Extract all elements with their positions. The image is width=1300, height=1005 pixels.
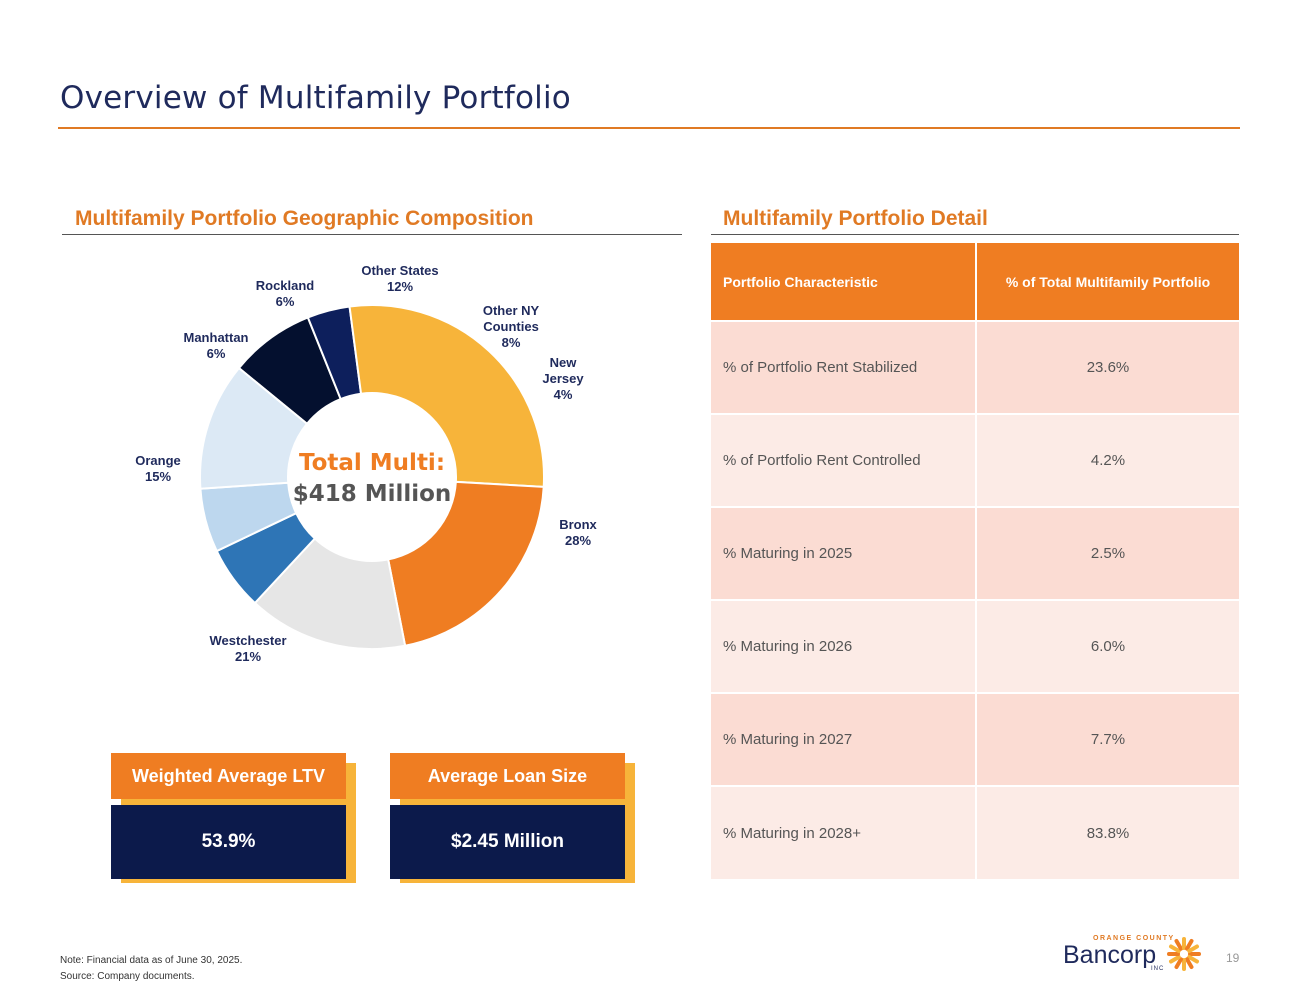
page-number: 19: [1226, 951, 1240, 965]
row-value: 2.5%: [976, 506, 1239, 600]
row-value: 7.7%: [976, 692, 1239, 786]
footnote-source: Source: Company documents.: [60, 971, 195, 982]
geographic-donut-chart: Other NY Counties 8%New Jersey 4% Bronx 28% Wes…: [135, 263, 597, 664]
row-label: % Maturing in 2025: [711, 506, 977, 600]
logo-small-text: ORANGE COUNTY: [1093, 935, 1175, 942]
donut-center-title: Total Multi:: [299, 450, 445, 476]
table-row: % Maturing in 2026 6.0%: [711, 599, 1239, 693]
logo-wordmark: Bancorp: [1063, 941, 1157, 969]
header-characteristic: Portfolio Characteristic: [711, 243, 977, 321]
row-label: % Maturing in 2027: [711, 692, 977, 786]
table-header-row: Portfolio Characteristic % of Total Mult…: [711, 243, 1239, 321]
header-percent-total: % of Total Multifamily Portfolio: [976, 243, 1239, 321]
donut-label-new-jersey: New Jersey 4%: [542, 355, 584, 402]
table-row: % of Portfolio Rent Stabilized 23.6%: [711, 320, 1239, 414]
portfolio-detail-table: Portfolio Characteristic % of Total Mult…: [711, 243, 1239, 879]
row-label: % Maturing in 2028+: [711, 785, 977, 879]
logo-inc: INC: [1151, 966, 1165, 972]
donut-label-manhattan: Manhattan 6%: [184, 330, 249, 361]
table-row: % Maturing in 2028+ 83.8%: [711, 785, 1239, 879]
ltv-kpi-value: 53.9%: [111, 805, 346, 879]
loan-size-kpi-card: Average Loan Size $2.45 Million: [390, 753, 635, 883]
geo-section-divider: [62, 234, 682, 235]
donut-label-westchester: Westchester 21%: [209, 633, 286, 664]
ltv-kpi-card: Weighted Average LTV 53.9%: [111, 753, 356, 883]
company-logo: ORANGE COUNTY Bancorp INC: [1063, 935, 1203, 975]
table-row: % Maturing in 2027 7.7%: [711, 692, 1239, 786]
sunburst-icon: [1167, 937, 1201, 971]
table-row: % Maturing in 2025 2.5%: [711, 506, 1239, 600]
footnote-note: Note: Financial data as of June 30, 2025…: [60, 955, 243, 966]
donut-label-other-states: Other States 12%: [361, 263, 438, 294]
table-row: % of Portfolio Rent Controlled 4.2%: [711, 413, 1239, 507]
donut-label-other-ny-counties: Other NY Counties 8%: [483, 303, 540, 350]
donut-label-bronx: Bronx 28%: [559, 517, 597, 548]
row-value: 4.2%: [976, 413, 1239, 507]
donut-slice-westchester: [386, 480, 545, 647]
donut-label-orange: Orange 15%: [135, 453, 181, 484]
loan-size-kpi-label: Average Loan Size: [390, 753, 625, 799]
page-title: Overview of Multifamily Portfolio: [60, 80, 571, 116]
portfolio-detail-heading: Multifamily Portfolio Detail: [723, 207, 988, 230]
row-label: % of Portfolio Rent Stabilized: [711, 320, 977, 414]
row-label: % Maturing in 2026: [711, 599, 977, 693]
donut-slice-bronx: [348, 304, 545, 488]
row-value: 6.0%: [976, 599, 1239, 693]
donut-center-total: $418 Million: [293, 481, 452, 507]
title-divider: [58, 127, 1240, 129]
geo-composition-heading: Multifamily Portfolio Geographic Composi…: [75, 207, 534, 230]
donut-slice-other-states: [199, 366, 309, 490]
donut-label-rockland: Rockland 6%: [256, 278, 315, 309]
detail-section-divider: [711, 234, 1239, 235]
ltv-kpi-label: Weighted Average LTV: [111, 753, 346, 799]
loan-size-kpi-value: $2.45 Million: [390, 805, 625, 879]
row-value: 23.6%: [976, 320, 1239, 414]
row-label: % of Portfolio Rent Controlled: [711, 413, 977, 507]
row-value: 83.8%: [976, 785, 1239, 879]
